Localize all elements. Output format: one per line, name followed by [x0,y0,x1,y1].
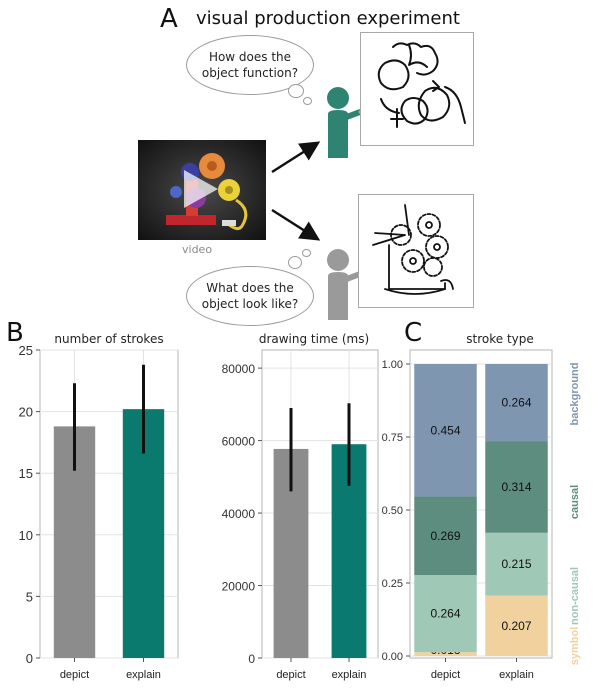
y-tick-label: 10 [19,528,33,543]
explain-thought-bubble: How does the object function? [186,35,314,95]
y-tick-label: 0 [248,652,255,666]
panel-a-letter: A [160,4,178,34]
segment-non-causal-depict [414,575,477,653]
thought-dot-small [303,97,312,105]
thought-dot-large [288,84,304,98]
legend-label-non-causal: non-causal [569,567,581,625]
thought-dot-small-2 [302,249,311,257]
y-tick-label: 0.25 [382,578,403,590]
data-label: 0.314 [501,480,531,494]
panel-a-title: visual production experiment [196,8,460,29]
legend-label-background: background [569,363,581,426]
y-tick-label: 60000 [222,435,256,449]
y-tick-label: 80000 [222,362,256,376]
y-tick-label: 15 [19,466,33,481]
legend-label-causal: causal [569,485,581,519]
x-tick-label: depict [60,669,89,681]
segment-causal-explain [485,441,548,533]
legend-label-symbol: symbol [569,627,581,666]
strokes-chart-title: number of strokes [54,332,164,346]
play-icon[interactable] [184,170,218,208]
segment-background-explain [485,364,548,442]
depict-thought-bubble: What does the object look like? [186,266,314,326]
data-label: 0.454 [430,423,460,437]
thought-dot-large-2 [288,256,302,269]
explain-prompt-line-1: How does the [208,50,292,64]
x-tick-label: explain [332,669,367,681]
segment-symbol-depict [414,652,477,656]
data-label: 0.215 [501,557,531,571]
data-label: 0.264 [430,607,460,621]
video-thumbnail[interactable] [138,140,266,240]
explain-sketch [377,42,466,128]
y-tick-label: 20000 [222,580,256,594]
explainer-figure-icon [327,87,376,158]
data-label: 0.269 [430,529,460,543]
stroke-type-chart-title: stroke type [466,332,534,346]
depict-drawing-canvas [358,194,474,308]
drawing-time-chart: 0 20000 40000 60000 80000 depict explain [222,349,379,681]
segment-non-causal-explain [485,532,548,596]
segment-background-depict [414,364,477,497]
y-tick-label: 25 [19,346,33,358]
y-tick-label: 0.00 [382,651,403,663]
y-tick-label: 40000 [222,507,256,521]
time-chart-title: drawing time (ms) [258,332,370,346]
y-tick-label: 0.50 [382,505,403,517]
video-label: video [182,243,213,256]
segment-causal-depict [414,496,477,576]
x-tick-label: depict [431,669,460,681]
y-tick-label: 0.75 [382,432,403,444]
y-tick-label: 20 [19,405,33,420]
x-tick-label: explain [499,669,534,681]
x-tick-label: depict [276,669,305,681]
stroke-type-chart: 0.000.250.500.751.000.0130.2640.2690.454… [382,349,581,681]
panel-b-letter: B [6,318,24,348]
explain-prompt-line-2: object function? [201,66,299,80]
depict-prompt-line-1: What does the [206,281,294,295]
depict-prompt-line-2: object look like? [201,297,299,311]
data-label: 0.207 [501,619,531,633]
x-tick-label: explain [126,669,161,681]
panel-c-letter: C [404,318,423,348]
y-tick-label: 1.00 [382,359,403,371]
segment-symbol-explain [485,595,548,656]
arrows [271,141,321,241]
y-tick-label: 0 [26,651,33,666]
data-label: 0.264 [501,396,531,410]
depict-sketch [372,204,454,295]
explain-drawing-canvas [360,32,474,146]
y-tick-label: 5 [26,589,33,604]
strokes-chart: 0 5 10 15 20 25 depict explain [19,346,179,681]
